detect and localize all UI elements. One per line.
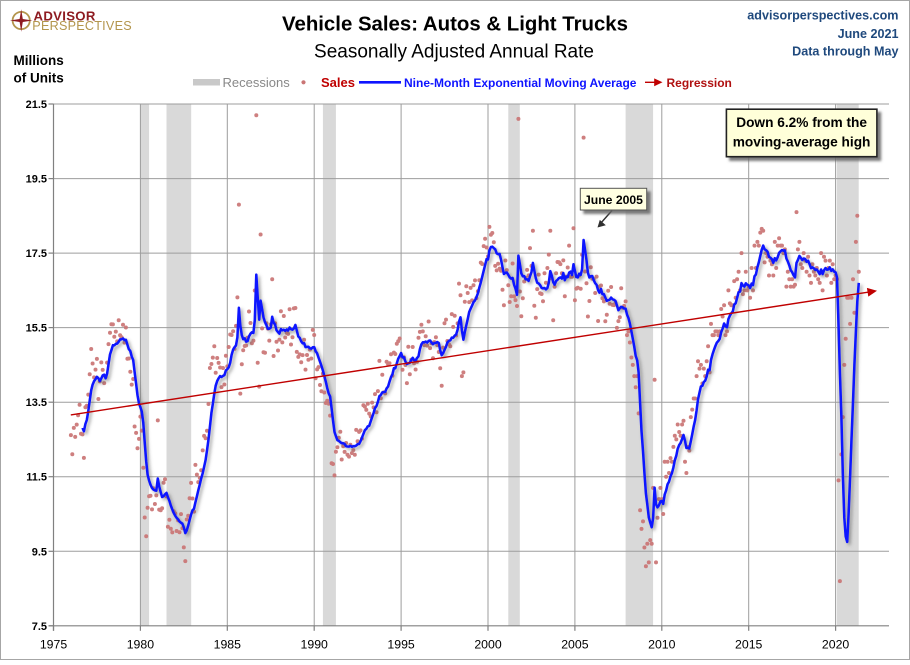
svg-text:June 2005: June 2005 <box>584 193 643 207</box>
svg-text:1990: 1990 <box>301 638 329 652</box>
svg-text:2020: 2020 <box>822 638 850 652</box>
svg-text:Millions: Millions <box>14 53 64 68</box>
svg-text:2010: 2010 <box>648 638 676 652</box>
svg-text:21.5: 21.5 <box>26 99 47 111</box>
svg-text:11.5: 11.5 <box>26 472 47 484</box>
svg-text:9.5: 9.5 <box>32 546 47 558</box>
svg-text:17.5: 17.5 <box>26 248 47 260</box>
svg-text:Data through May: Data through May <box>792 44 898 58</box>
svg-text:June 2021: June 2021 <box>838 27 899 41</box>
svg-text:2015: 2015 <box>735 638 763 652</box>
svg-text:Seasonally Adjusted Annual Rat: Seasonally Adjusted Annual Rate <box>314 42 594 63</box>
svg-text:19.5: 19.5 <box>26 174 47 186</box>
svg-text:of Units: of Units <box>14 71 64 86</box>
svg-text:Regression: Regression <box>667 76 732 90</box>
svg-text:moving-average high: moving-average high <box>733 135 871 150</box>
svg-text:2000: 2000 <box>474 638 502 652</box>
svg-text:Nine-Month Exponential Moving: Nine-Month Exponential Moving Average <box>404 76 637 90</box>
svg-text:ADVISOR: ADVISOR <box>34 9 96 24</box>
svg-text:Sales: Sales <box>321 75 355 90</box>
svg-text:Vehicle Sales: Autos & Light T: Vehicle Sales: Autos & Light Trucks <box>282 14 628 36</box>
svg-text:Down 6.2% from the: Down 6.2% from the <box>736 115 867 130</box>
svg-text:1995: 1995 <box>387 638 415 652</box>
svg-text:advisorperspectives.com: advisorperspectives.com <box>747 8 898 22</box>
svg-text:1975: 1975 <box>40 638 68 652</box>
svg-text:7.5: 7.5 <box>32 621 47 633</box>
svg-text:PERSPECTIVES: PERSPECTIVES <box>32 19 132 33</box>
svg-text:1985: 1985 <box>214 638 242 652</box>
svg-text:15.5: 15.5 <box>26 323 47 335</box>
svg-text:13.5: 13.5 <box>26 397 47 409</box>
svg-text:Recessions: Recessions <box>223 75 291 90</box>
svg-text:1980: 1980 <box>127 638 155 652</box>
svg-text:2005: 2005 <box>561 638 589 652</box>
